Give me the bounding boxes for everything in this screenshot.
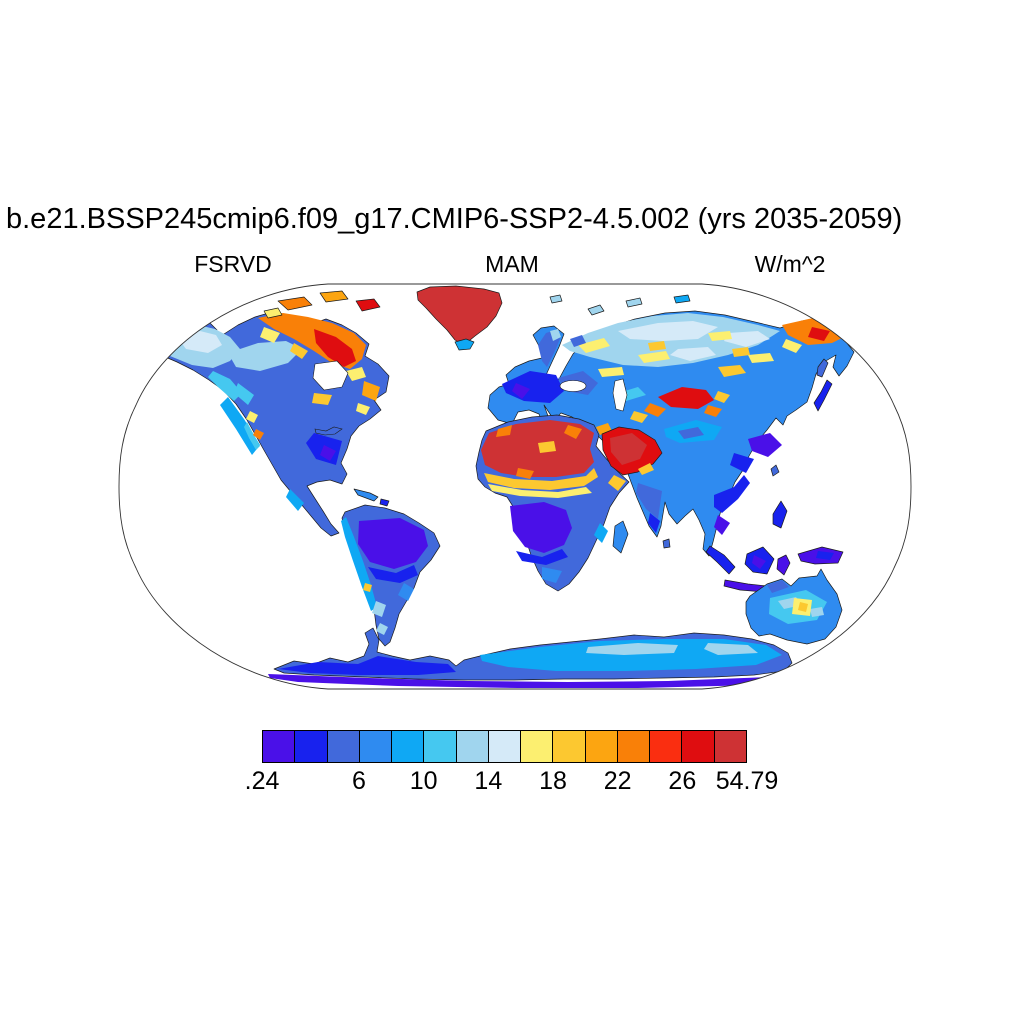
madagascar: [612, 520, 629, 554]
arctic-islands: [263, 290, 691, 319]
colorbar-tick-label: 14: [474, 767, 503, 795]
season-label: MAM: [485, 251, 539, 277]
colorbar-cell: [423, 730, 457, 763]
colorbar-cell: [326, 730, 360, 763]
colorbar-tick-label: .24: [244, 767, 280, 795]
units-label: W/m^2: [754, 251, 826, 277]
north-america: [151, 311, 390, 537]
iceland: [454, 338, 475, 351]
colorbar-cell: [681, 730, 715, 763]
world-map: [118, 283, 912, 690]
colorbar-tick-label: 26: [668, 767, 697, 795]
australia: [745, 568, 843, 660]
africa: [475, 414, 630, 592]
colorbar-cell: [649, 730, 683, 763]
colorbar-tick-labels: .24 6 10 14 18 22 26 54.79: [245, 767, 779, 797]
greenland: [416, 285, 503, 346]
east-asia-islands: [662, 358, 833, 549]
colorbar-tick-label: 22: [603, 767, 632, 795]
antarctica: [268, 627, 806, 688]
colorbar-tick-label: 54.79: [715, 767, 779, 795]
new-zealand: [847, 616, 873, 650]
colorbar-cell: [584, 730, 618, 763]
colorbar-cell: [294, 730, 328, 763]
caribbean-islands: [353, 488, 390, 507]
arabian-peninsula: [601, 426, 663, 476]
colorbar-cell: [713, 730, 747, 763]
colorbar-cell: [552, 730, 586, 763]
colorbar-cell: [520, 730, 554, 763]
map-frame: [118, 283, 912, 690]
colorbar-tick-label: 10: [409, 767, 438, 795]
europe-africa-eurasia: [487, 310, 856, 557]
colorbar-cell: [616, 730, 651, 763]
plot-title: b.e21.BSSP245cmip6.f09_g17.CMIP6-SSP2-4.…: [6, 203, 903, 235]
colorbar-cell: [358, 730, 393, 763]
colorbar-cell: [262, 730, 296, 763]
colorbar-tick-label: 18: [539, 767, 567, 795]
colorbar: [262, 730, 747, 763]
southeast-asia-islands: [705, 500, 844, 593]
variable-label: FSRVD: [194, 251, 272, 277]
colorbar-cell: [455, 730, 489, 763]
south-america: [341, 504, 441, 647]
colorbar-tick-label: 6: [352, 767, 366, 795]
colorbar-cell: [487, 730, 522, 763]
colorbar-cell: [391, 730, 425, 763]
